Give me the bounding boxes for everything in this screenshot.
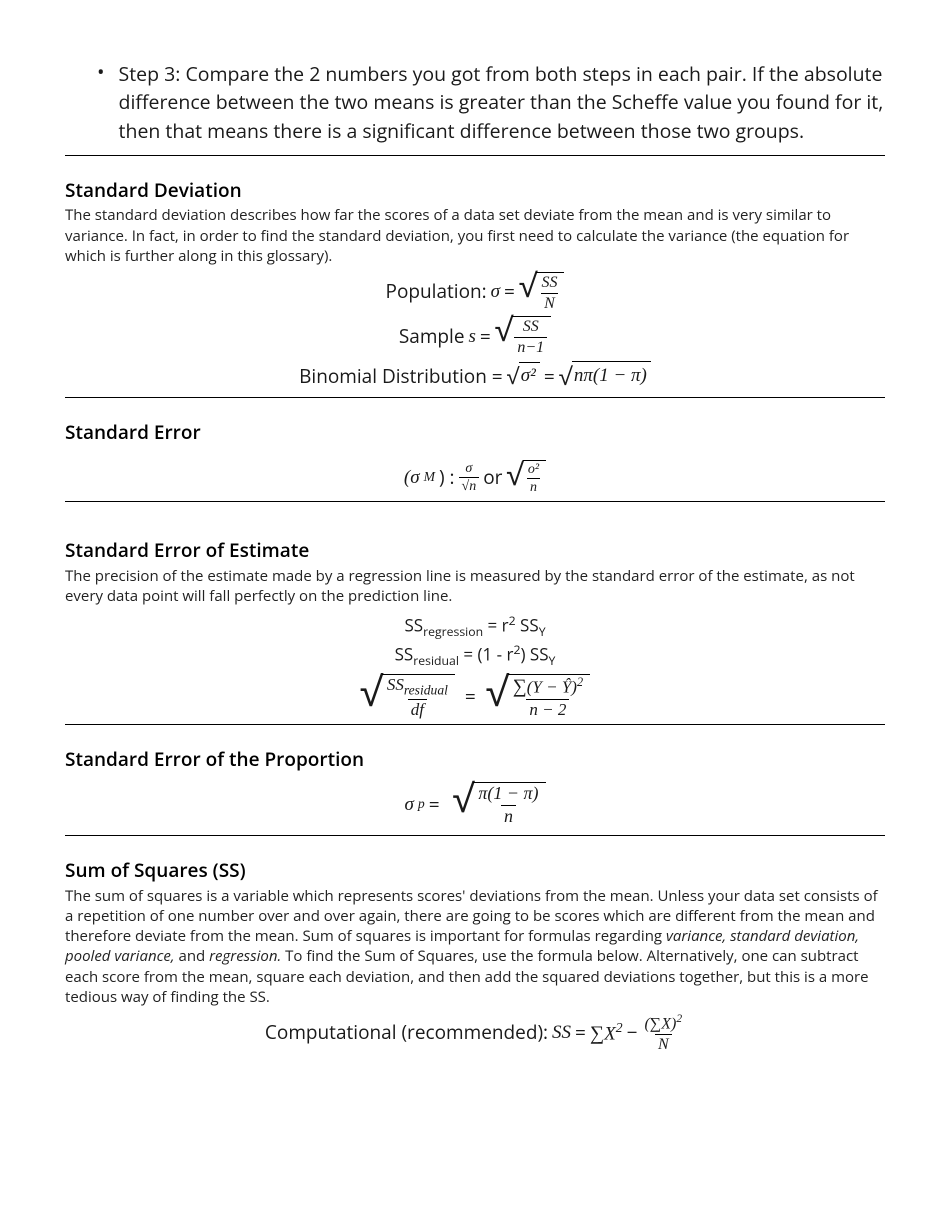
- ss-var: SS: [552, 1020, 571, 1046]
- heading-standard-deviation: Standard Deviation: [65, 178, 885, 204]
- step-3-text: Step 3: Compare the 2 numbers you got fr…: [119, 60, 885, 145]
- see-root-formula: √ SSresidual df = √ ∑(Y − Ŷ)2 n − 2: [65, 674, 885, 720]
- rootn-den: √n: [459, 477, 480, 494]
- equals: =: [544, 364, 555, 390]
- heading-ss: Sum of Squares (SS): [65, 858, 885, 884]
- eq-r2: = r: [483, 613, 509, 636]
- sqrt-icon: √: [506, 460, 522, 487]
- sd-sample-formula: Samples = √ SS n−1: [65, 316, 885, 356]
- sigma-p: σ: [404, 792, 413, 818]
- or-text: or: [483, 465, 502, 491]
- df-den: df: [408, 699, 427, 720]
- see-ssres-formula: SSresidual = (1 - r2) SSY: [65, 642, 885, 670]
- n-den-3: n: [501, 805, 516, 827]
- ss-num: SS: [538, 274, 560, 293]
- sigma-m-open: (σ: [404, 465, 420, 491]
- sigma-m-close: ) :: [439, 465, 455, 491]
- m-sub: M: [424, 468, 435, 486]
- n-den-2: n: [527, 478, 540, 495]
- equals: =: [465, 684, 476, 710]
- equals: =: [575, 1020, 586, 1046]
- sumx2-num: (∑X)2: [641, 1013, 685, 1034]
- s-symbol: s: [469, 324, 476, 350]
- divider: [65, 835, 885, 836]
- nm2-den: n − 2: [526, 699, 569, 720]
- npi1pi: nπ(1 − π): [572, 361, 651, 389]
- sd-population-formula: Population: σ = √ SS N: [65, 272, 885, 312]
- sep-formula: σp = √ π(1 − π) n: [65, 782, 885, 827]
- minus: −: [627, 1020, 638, 1046]
- divider: [65, 155, 885, 156]
- sigma2: σ²: [519, 362, 540, 389]
- pi1pi-num: π(1 − π): [475, 784, 541, 805]
- sigma-num: σ: [462, 461, 475, 477]
- res-sub: residual: [413, 652, 459, 669]
- sum-x2: ∑X2: [590, 1019, 623, 1047]
- reg-sub: regression: [423, 623, 483, 640]
- bullet-icon: •: [97, 60, 105, 145]
- heading-sep: Standard Error of the Proportion: [65, 747, 885, 773]
- ss-comp-label: Computational (recommended):: [265, 1020, 548, 1046]
- ssy: SS: [516, 613, 539, 636]
- ss-label: SS: [404, 613, 423, 636]
- p-sub: p: [418, 795, 425, 813]
- see-body: The precision of the estimate made by a …: [65, 566, 885, 607]
- sup2: 2: [509, 612, 516, 629]
- ss-body: The sum of squares is a variable which r…: [65, 886, 885, 1008]
- sqrt-icon: √: [559, 361, 572, 393]
- heading-see: Standard Error of Estimate: [65, 538, 885, 564]
- y-sub: Y: [539, 623, 546, 640]
- sd-binomial-formula: Binomial Distribution = √ σ² = √ nπ(1 − …: [65, 361, 885, 393]
- sqrt-icon: √: [486, 674, 508, 708]
- sumyy-num: ∑(Y − Ŷ)2: [510, 676, 586, 699]
- y-sub-2: Y: [549, 652, 556, 669]
- sigma-symbol: σ: [491, 279, 500, 305]
- sqrt-icon: √: [495, 316, 513, 345]
- ss-num-2: SS: [520, 318, 542, 337]
- sqrt-icon: √: [507, 362, 519, 392]
- sqrt-icon: √: [453, 782, 474, 814]
- heading-standard-error: Standard Error: [65, 420, 885, 446]
- o2-num: o²: [525, 462, 542, 478]
- sd-body: The standard deviation describes how far…: [65, 205, 885, 266]
- sqrt-icon: √: [360, 674, 382, 708]
- divider: [65, 724, 885, 725]
- ssres-num: SSresidual: [384, 676, 451, 699]
- equals: =: [480, 324, 491, 350]
- n-den: N: [541, 293, 558, 313]
- divider: [65, 501, 885, 502]
- n-den-4: N: [655, 1034, 672, 1054]
- ss-label-2: SS: [395, 643, 414, 666]
- se-formula: (σM) : σ √n or √ o² n: [65, 460, 885, 496]
- sd-pop-label: Population:: [386, 279, 487, 305]
- sd-binom-label: Binomial Distribution =: [299, 364, 503, 390]
- equals: =: [504, 279, 515, 305]
- nm1-den: n−1: [514, 337, 547, 357]
- step-3-item: • Step 3: Compare the 2 numbers you got …: [97, 60, 885, 145]
- sd-sample-label: Sample: [399, 324, 465, 350]
- sqrt-icon: √: [519, 272, 537, 301]
- ss-computational-formula: Computational (recommended): SS = ∑X2 − …: [65, 1013, 885, 1054]
- eq-1r2-b: ) SS: [520, 643, 548, 666]
- equals: =: [429, 792, 440, 818]
- divider: [65, 397, 885, 398]
- see-ssreg-formula: SSregression = r2 SSY: [65, 613, 885, 641]
